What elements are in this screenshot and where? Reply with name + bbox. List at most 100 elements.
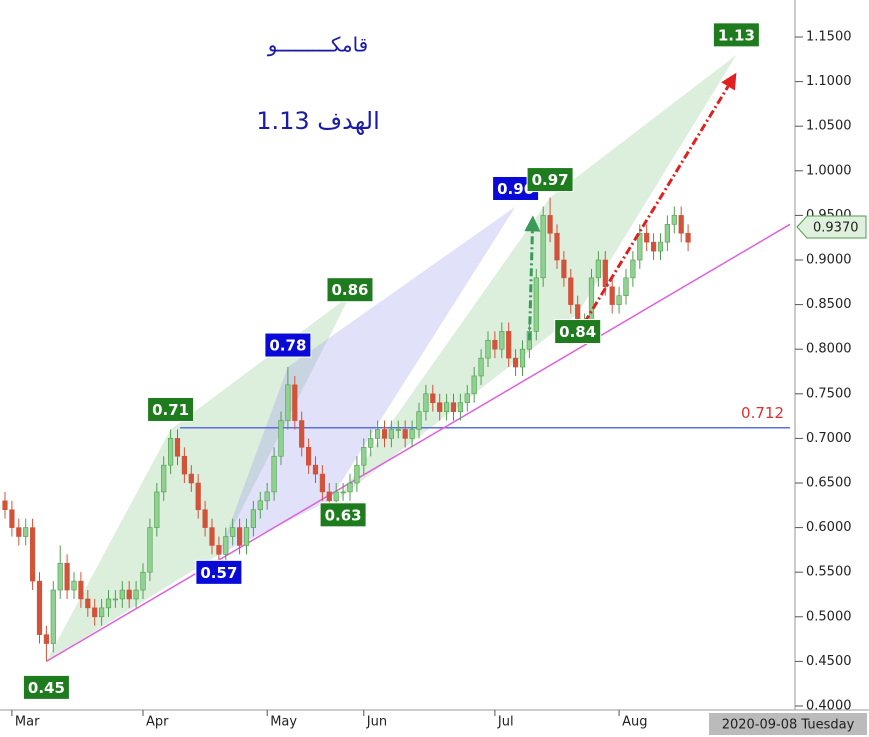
candle-body [209,527,215,546]
pattern-label: 0.63 [325,506,362,524]
candle-body [492,339,498,350]
arrow-shaft [527,231,534,341]
candle-body [264,491,270,502]
pattern-label-box [319,502,367,528]
candle-body [368,438,374,448]
last-price-label: 0.9370 [813,221,859,236]
candle-body [678,215,684,234]
y-tick-label: 0.7000 [806,431,852,446]
candle-body [230,527,236,537]
candle-body [443,402,450,412]
candle-body [568,277,574,305]
candle-body [299,420,305,448]
arrow-head [524,215,541,232]
plot-area: 0.712 0.45 0.71 0.57 0.78 0.63 0.86 0.960.97 0.8… [2,22,791,700]
candle-body [437,402,443,412]
price-axis-panel [795,0,869,737]
axes: 0.4000 0.4500 0.5000 0.5500 0.6000 0.6500 0.70… [11,30,867,730]
pattern-label: 0.78 [269,337,306,355]
candle-body [112,598,119,601]
candle-body [236,527,243,546]
pattern-label: 0.97 [532,171,569,189]
last-price-tag [796,215,867,239]
candle-body [181,455,187,475]
candle-body [202,509,208,528]
y-tick-label: 1.1500 [806,30,852,45]
y-tick-label: 0.8000 [806,342,852,357]
trend-line [46,223,791,663]
candle-body [92,607,98,618]
candle-body [540,215,546,279]
x-tick-label: Apr [146,715,169,730]
candle-body [16,527,22,537]
candle-body [450,402,457,412]
candle-body [133,589,139,600]
candle-body [547,215,553,234]
pattern-label-box [22,674,70,700]
candle-body [554,232,560,261]
candle-body [292,384,298,421]
candle-body [312,464,319,475]
candle-body [99,607,105,618]
candle-body [374,429,381,439]
candle-body [395,429,401,431]
candle-body [50,589,56,644]
candle-body [630,259,636,279]
pattern-label-box [264,332,312,358]
chart-title: قامكـــــــــو [267,33,368,57]
x-tick-label: Jun [366,715,387,730]
arrow-shaft [583,85,730,324]
candle-body [361,447,367,466]
candle-body [644,232,650,243]
candle-body [36,580,43,635]
candle-body [223,536,229,555]
pattern-label-box [195,559,243,585]
candle-body [664,224,670,243]
candle-body [409,429,415,439]
candle-body [319,473,325,493]
candle-body [195,482,201,511]
pattern-label-box [526,167,574,193]
arrow-head [721,72,737,91]
candle-body [23,527,29,537]
candle-body [188,473,194,484]
candle-body [30,527,36,582]
candle-body [257,500,263,511]
candle-body [533,277,539,332]
candle-body [602,259,608,288]
y-tick-label: 0.9000 [806,253,852,268]
y-tick-label: 0.4500 [806,654,852,669]
candle-body [478,357,484,377]
candle-body [650,241,657,252]
candle-body [278,420,284,457]
candle-body [161,464,167,493]
candle-body [464,393,470,404]
candle-body [657,241,664,252]
pattern-label: 1.13 [718,26,755,44]
candle-body [347,482,353,493]
pattern-label-box [554,319,602,345]
x-tick-label: Aug [622,715,647,730]
pattern-label-box [147,396,195,422]
candle-body [78,580,84,600]
candle-body [595,259,601,279]
candle-body [561,259,567,279]
candle-body [326,491,332,502]
y-tick-label: 0.6000 [806,520,852,535]
candle-body [637,232,643,261]
pattern-label: 0.45 [28,679,65,697]
candle-body [43,634,50,644]
candle-body [616,295,622,305]
candle-body [167,438,174,466]
candle-body [243,527,250,546]
candle-body [506,331,512,359]
y-tick-label: 1.1000 [806,74,852,89]
candle-body [388,429,394,439]
pattern-label: 0.71 [152,401,189,419]
harmonic-pattern [336,197,578,501]
candle-body [105,598,112,609]
candle-body [126,589,132,600]
pattern-label: 0.57 [200,564,237,582]
x-tick-label: Jul [497,715,514,730]
